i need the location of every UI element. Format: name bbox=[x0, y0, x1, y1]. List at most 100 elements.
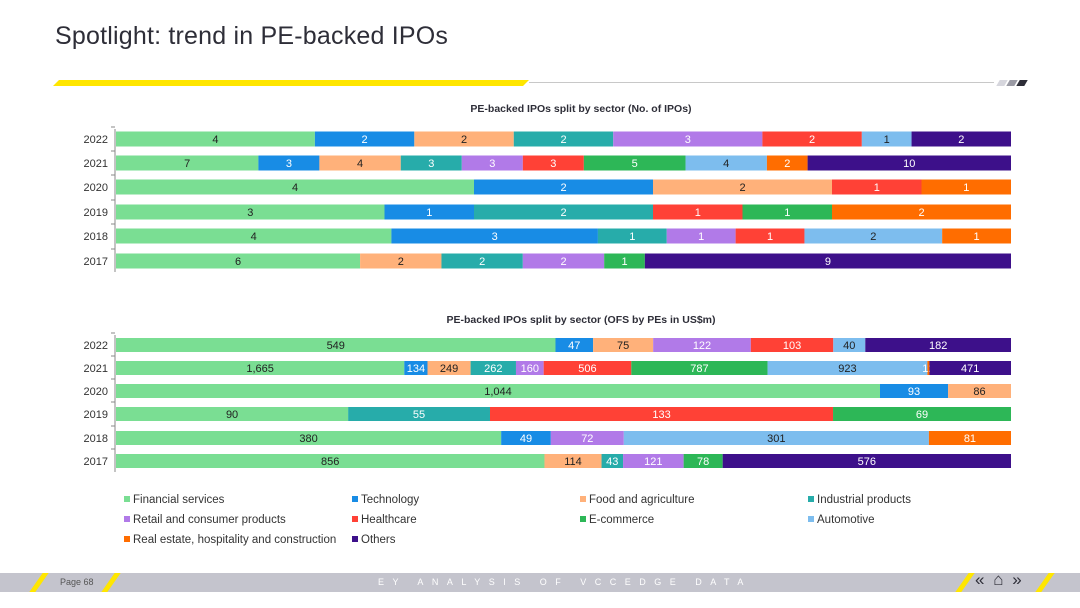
chart-title: PE-backed IPOs split by sector (No. of I… bbox=[470, 103, 691, 115]
data-label: 2 bbox=[560, 207, 566, 219]
data-label: 1 bbox=[621, 256, 627, 268]
data-label: 787 bbox=[690, 363, 708, 375]
legend-swatch bbox=[580, 516, 586, 522]
bar-industrial-products-2019 bbox=[474, 204, 653, 220]
bar-others-2022 bbox=[911, 131, 1011, 147]
bar-automotive-2022 bbox=[833, 338, 866, 352]
y-tick-label: 2022 bbox=[84, 340, 108, 352]
bar-industrial-products-2019 bbox=[348, 407, 490, 421]
bar-financial-services-2022 bbox=[116, 131, 315, 147]
legend-label: Others bbox=[361, 534, 396, 546]
bar-others-2022 bbox=[865, 338, 1011, 352]
bar-financial-services-2017 bbox=[116, 454, 545, 468]
data-label: 506 bbox=[578, 363, 596, 375]
bar-technology-2020 bbox=[474, 179, 653, 195]
data-label: 3 bbox=[685, 134, 691, 146]
y-tick-label: 2021 bbox=[84, 363, 108, 375]
y-tick-label: 2017 bbox=[84, 256, 108, 268]
bar-industrial-products-2021 bbox=[470, 361, 516, 375]
y-tick-label: 2020 bbox=[84, 386, 108, 398]
data-label: 182 bbox=[929, 340, 947, 352]
data-label: 69 bbox=[916, 409, 928, 421]
legend-swatch bbox=[124, 536, 130, 542]
title-underline-accent bbox=[53, 80, 529, 86]
data-label: 2 bbox=[784, 158, 790, 170]
data-label: 2 bbox=[739, 182, 745, 194]
data-label: 86 bbox=[973, 386, 985, 398]
data-label: 3 bbox=[550, 158, 556, 170]
bar-industrial-products-2022 bbox=[513, 131, 614, 147]
bar-e-commerce-2021 bbox=[583, 155, 686, 171]
bar-retail-and-consumer-products-2022 bbox=[613, 131, 763, 147]
data-label: 75 bbox=[617, 340, 629, 352]
bar-industrial-products-2017 bbox=[601, 454, 624, 468]
data-label: 7 bbox=[184, 158, 190, 170]
data-label: 2 bbox=[918, 207, 924, 219]
page-title: Spotlight: trend in PE-backed IPOs bbox=[55, 22, 449, 50]
legend-swatch bbox=[352, 536, 358, 542]
legend-label: Retail and consumer products bbox=[133, 514, 286, 526]
data-label: 380 bbox=[299, 433, 317, 445]
bar-healthcare-2019 bbox=[489, 407, 834, 421]
legend-item-real-estate-hospitality-and-construction: Real estate, hospitality and constructio… bbox=[124, 534, 336, 546]
data-label: 4 bbox=[723, 158, 729, 170]
data-label: 856 bbox=[321, 456, 339, 468]
page-number: Page 68 bbox=[60, 577, 94, 587]
legend-label: E-commerce bbox=[589, 514, 655, 526]
bar-food-and-agriculture-2021 bbox=[319, 155, 401, 171]
bar-technology-2021 bbox=[258, 155, 320, 171]
first-page-icon[interactable]: « bbox=[975, 570, 987, 589]
bar-automotive-2021 bbox=[767, 361, 928, 375]
bar-e-commerce-2017 bbox=[604, 253, 645, 269]
legend-swatch bbox=[808, 516, 814, 522]
data-label: 114 bbox=[564, 456, 582, 468]
data-label: 471 bbox=[961, 363, 979, 375]
y-tick-label: 2019 bbox=[84, 409, 108, 421]
footer-accent-left bbox=[29, 573, 49, 592]
bar-retail-and-consumer-products-2022 bbox=[653, 338, 751, 352]
data-label: 2 bbox=[560, 256, 566, 268]
bar-others-2021 bbox=[807, 155, 1011, 171]
legend-label: Healthcare bbox=[361, 514, 417, 526]
bar-financial-services-2020 bbox=[116, 179, 474, 195]
bar-financial-services-2020 bbox=[116, 384, 881, 398]
data-label: 1 bbox=[784, 207, 790, 219]
data-label: 1 bbox=[767, 231, 773, 243]
bar-retail-and-consumer-products-2018 bbox=[550, 431, 624, 445]
y-tick-label: 2019 bbox=[84, 207, 108, 219]
data-label: 2 bbox=[560, 134, 566, 146]
legend-item-healthcare: Healthcare bbox=[352, 514, 417, 526]
bar-industrial-products-2018 bbox=[597, 228, 667, 244]
data-label: 103 bbox=[783, 340, 801, 352]
data-label: 134 bbox=[407, 363, 425, 375]
bar-others-2017 bbox=[722, 454, 1011, 468]
bar-technology-2022 bbox=[555, 338, 594, 352]
data-label: 4 bbox=[292, 182, 298, 194]
bar-automotive-2022 bbox=[861, 131, 912, 147]
data-label: 1 bbox=[963, 182, 969, 194]
next-page-icon[interactable]: » bbox=[1012, 570, 1024, 589]
legend-swatch bbox=[124, 516, 130, 522]
data-label: 923 bbox=[838, 363, 856, 375]
bar-technology-2018 bbox=[391, 228, 598, 244]
home-icon[interactable]: ⌂ bbox=[993, 570, 1006, 589]
bar-automotive-2021 bbox=[685, 155, 767, 171]
bar-retail-and-consumer-products-2018 bbox=[666, 228, 736, 244]
data-label: 40 bbox=[843, 340, 855, 352]
legend-swatch bbox=[808, 496, 814, 502]
bar-healthcare-2021 bbox=[522, 155, 584, 171]
data-label: 43 bbox=[606, 456, 618, 468]
bar-others-2017 bbox=[644, 253, 1011, 269]
bar-healthcare-2019 bbox=[653, 204, 743, 220]
bar-real-estate-hospitality-and-construction-2021 bbox=[766, 155, 808, 171]
data-label: 249 bbox=[440, 363, 458, 375]
bar-technology-2019 bbox=[384, 204, 474, 220]
bar-technology-2018 bbox=[501, 431, 551, 445]
chart-title: PE-backed IPOs split by sector (OFS by P… bbox=[447, 314, 716, 326]
footer-accent-right bbox=[955, 573, 975, 592]
y-tick-label: 2017 bbox=[84, 456, 108, 468]
data-label: 133 bbox=[652, 409, 670, 421]
legend-swatch bbox=[352, 516, 358, 522]
data-label: 55 bbox=[413, 409, 425, 421]
data-label: 1 bbox=[974, 231, 980, 243]
